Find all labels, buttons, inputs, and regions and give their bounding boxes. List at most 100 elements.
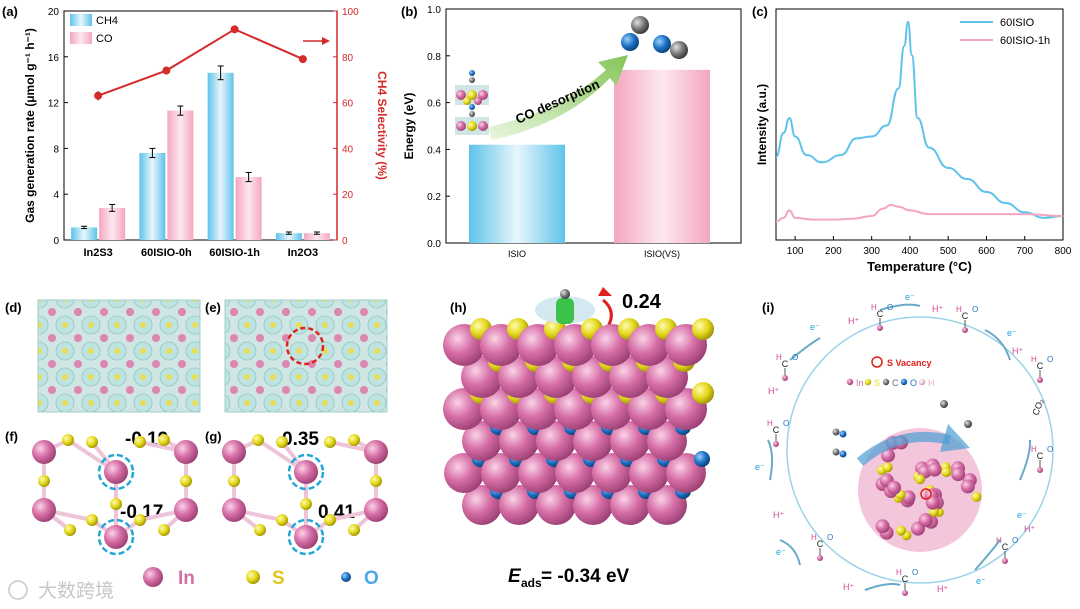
bader-charge-g-top: 0.35 xyxy=(282,429,319,450)
ytick-right-label-a: 0 xyxy=(342,236,348,247)
cycle-arrow xyxy=(974,539,1001,571)
highlight-ring xyxy=(287,453,325,491)
xtick-label-c: 100 xyxy=(787,246,804,257)
xtick-label-a: In2S3 xyxy=(83,247,112,259)
in-atom xyxy=(174,498,198,522)
xtick-label-a: 60ISIO-0h xyxy=(141,247,192,259)
panel-label-f: (f) xyxy=(5,429,18,444)
legend-atom-H xyxy=(918,378,926,386)
cycle-arrow xyxy=(1019,439,1032,481)
legend-label-co: CO xyxy=(96,33,113,45)
legend-label-ch4: CH4 xyxy=(96,15,118,27)
intermediate-o-cooh: O xyxy=(1012,536,1018,545)
co-c-atom xyxy=(832,448,840,456)
step-label-hplus: H⁺ xyxy=(932,304,943,314)
co-molecules xyxy=(621,16,688,59)
cycle-arrow xyxy=(864,583,901,591)
ytick-right-label-a: 80 xyxy=(342,53,354,64)
step-label-hplus: H⁺ xyxy=(937,584,948,594)
catalyst-atom xyxy=(875,519,890,534)
s-atom xyxy=(370,475,382,487)
catalyst-atom xyxy=(915,474,926,485)
ylabel-c: Intensity (a.u.) xyxy=(755,84,769,165)
panel-f: (f) -0.19 -0.17 xyxy=(5,429,198,556)
panel-label-d: (d) xyxy=(5,300,22,315)
ytick-label-b: 0.6 xyxy=(427,99,441,110)
co-o-atom xyxy=(839,430,847,438)
watermark-logo-icon xyxy=(8,580,28,600)
co-desorption-label: CO desorption xyxy=(513,76,602,126)
catalyst-atom xyxy=(918,513,933,528)
ytick-label-b: 0.8 xyxy=(427,52,441,63)
legend-label-60ISIO: 60ISIO xyxy=(1000,17,1035,29)
charge-density-map-e xyxy=(224,299,388,413)
cycle-arrow xyxy=(789,337,821,361)
panel-label-h: (h) xyxy=(450,300,467,315)
legend-s-atom xyxy=(246,570,260,584)
ytick-label-a: 0 xyxy=(53,236,59,247)
s-atom xyxy=(134,514,146,526)
step-label-hplus: H⁺ xyxy=(773,510,784,520)
cycle-arrow xyxy=(779,539,801,566)
in-atom xyxy=(294,525,318,549)
s-vacancy-marker xyxy=(285,326,325,366)
intermediate-c-ch4: C xyxy=(1037,361,1044,371)
step-label-hplus: H⁺ xyxy=(1012,346,1023,356)
xtick-label-c: 200 xyxy=(825,246,842,257)
catalyst-atom xyxy=(971,491,982,502)
s-vacancy-legend-icon xyxy=(871,356,883,368)
panel-label-b: (b) xyxy=(401,4,418,19)
s-atom xyxy=(324,436,336,448)
xtick-label-c: 800 xyxy=(1055,246,1072,257)
bar-energy-ISIO(VS) xyxy=(614,69,710,243)
ytick-label-a: 20 xyxy=(48,7,60,18)
legend-atom-In xyxy=(846,378,854,386)
legend-o-atom xyxy=(341,572,351,582)
s-atom xyxy=(348,434,360,446)
catalyst-atom xyxy=(941,467,952,478)
highlight-ring xyxy=(97,518,135,556)
s-atom xyxy=(348,524,360,536)
catalyst-atom xyxy=(927,462,942,477)
step-label-hplus: H⁺ xyxy=(843,582,854,592)
panel-c: (c) 100 200 300 400 500 600 700 800 Temperature … xyxy=(752,4,1072,274)
flow-arrow xyxy=(856,431,952,466)
intermediate-anchor-co2ads xyxy=(1037,467,1043,473)
intermediate-anchor-ch4 xyxy=(1037,377,1043,383)
catalyst-atom xyxy=(880,448,895,463)
s-atom xyxy=(64,524,76,536)
charge-density-map-d xyxy=(37,299,201,413)
highlight-ring xyxy=(287,518,325,556)
intermediate-c-cooh: C xyxy=(1002,542,1009,552)
s-atom xyxy=(110,498,122,510)
bar-ch4-60ISIO-1h xyxy=(207,72,234,240)
s-atom xyxy=(134,436,146,448)
adsorbate-c-atom xyxy=(560,289,570,299)
step-label-eminus: e⁻ xyxy=(1007,328,1017,338)
panel-g: (g) 0.35 0.41 xyxy=(205,429,388,556)
intermediate-c-ch3oh: C xyxy=(877,309,884,319)
intermediate-anchor-ch3 xyxy=(962,327,968,333)
legend-in-label: In xyxy=(178,568,195,589)
flow-arrowhead xyxy=(940,424,970,452)
step-label-hplus: H⁺ xyxy=(848,316,859,326)
catalyst-vacancy-marker xyxy=(920,488,932,500)
bar-energy-ISIO xyxy=(469,144,565,243)
panel-label-a: (a) xyxy=(2,4,18,19)
reaction-cycle-ring xyxy=(786,316,1054,584)
ytick-label-b: 0.0 xyxy=(427,239,441,250)
legend-o-label: O xyxy=(364,568,379,589)
selectivity-line xyxy=(97,28,304,97)
ylabel-right-a: CH4 Selectivity (%) xyxy=(375,71,389,180)
s-atom xyxy=(252,434,264,446)
legend-atom-C xyxy=(882,378,890,386)
intermediate-o-cho: O xyxy=(827,533,833,542)
ytick-label-a: 12 xyxy=(48,99,60,110)
in-atom xyxy=(364,440,388,464)
legend-atom-label-In: In xyxy=(856,378,864,388)
xtick-label-a: In2O3 xyxy=(288,247,319,259)
panel-b: (b) 0.0 0.2 0.4 0.6 0.8 1.0 Energy (eV) ISIO ISI… xyxy=(401,4,742,259)
intermediate-o-co: O xyxy=(912,568,918,577)
step-label-eminus: e⁻ xyxy=(905,292,915,302)
